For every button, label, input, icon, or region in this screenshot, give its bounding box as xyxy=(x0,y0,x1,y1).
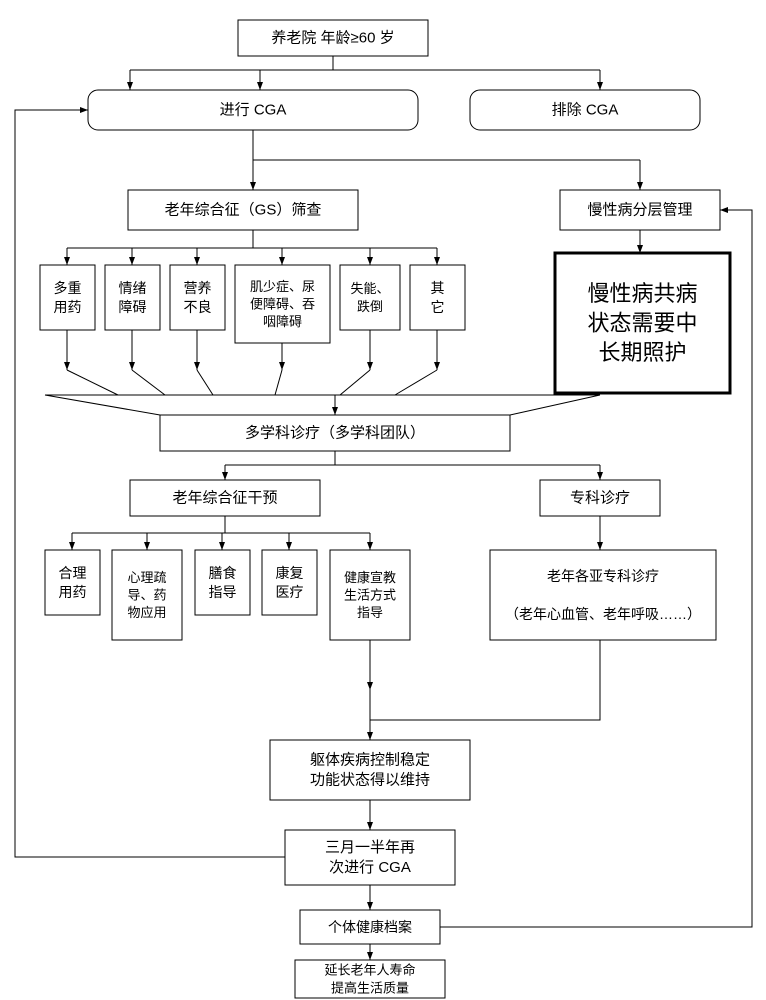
node-chronic: 慢性病分层管理 xyxy=(560,190,720,230)
node-label: 状态需要中 xyxy=(587,311,697,336)
node-label: 老年综合征干预 xyxy=(172,490,277,507)
node-label: 生活方式 xyxy=(344,588,396,603)
nodes-layer: 养老院 年龄≥60 岁进行 CGA 排除 CGA 老年综合征（GS）筛查 慢性病分层管… xyxy=(40,20,730,998)
node-label: 个体健康档案 xyxy=(328,919,412,935)
node-label: 慢性病共病 xyxy=(587,281,697,306)
node-label: 进行 CGA xyxy=(220,102,287,119)
edge xyxy=(395,370,437,395)
node-label: 指导 xyxy=(209,584,237,600)
node-gs5: 失能、跌倒 xyxy=(340,265,400,330)
node-label: 专科诊疗 xyxy=(570,490,630,507)
node-label: 医疗 xyxy=(276,584,304,600)
node-label: 营养 xyxy=(184,280,212,296)
node-label: 长期照护 xyxy=(598,340,686,365)
node-iv4: 康复医疗 xyxy=(262,550,317,615)
node-label: 老年各亚专科诊疗 xyxy=(547,568,659,584)
edge xyxy=(45,395,160,415)
node-gs2: 情绪障碍 xyxy=(105,265,160,330)
node-label: 老年综合征（GS）筛查 xyxy=(165,202,322,219)
node-label: 便障碍、吞 xyxy=(250,297,315,312)
node-label: 其 xyxy=(431,280,445,296)
node-comorbid: 慢性病共病状态需要中长期照护 xyxy=(555,253,730,393)
node-record: 个体健康档案 xyxy=(300,910,440,944)
node-stable: 躯体疾病控制稳定功能状态得以维持 xyxy=(270,740,470,800)
node-start: 养老院 年龄≥60 岁 xyxy=(238,20,428,56)
node-label: 合理 xyxy=(59,565,87,581)
node-label: 慢性病分层管理 xyxy=(587,202,692,219)
node-label: 健康宣教 xyxy=(344,570,396,585)
node-label: 咽障碍 xyxy=(263,314,302,329)
node-final: 延长老年人寿命提高生活质量 xyxy=(295,960,445,998)
node-label: 延长老年人寿命 xyxy=(324,963,415,978)
node-label: 心理疏 xyxy=(127,570,166,585)
node-label: 用药 xyxy=(59,584,87,600)
edge xyxy=(340,370,370,395)
node-label: 障碍 xyxy=(119,299,147,315)
node-iv5: 健康宣教生活方式指导 xyxy=(330,550,410,640)
node-label: 养老院 年龄≥60 岁 xyxy=(271,29,394,47)
node-label: 肌少症、尿 xyxy=(250,279,315,294)
node-label: 三月一半年再 xyxy=(325,839,415,856)
node-label: 导、药 xyxy=(127,588,166,603)
node-exclude: 排除 CGA xyxy=(470,90,700,130)
node-intervene: 老年综合征干预 xyxy=(130,480,320,516)
edge xyxy=(67,370,118,395)
node-label: 多重 xyxy=(54,280,82,296)
edge xyxy=(275,370,282,395)
node-repeat: 三月一半年再次进行 CGA xyxy=(285,830,455,885)
node-label: 次进行 CGA xyxy=(329,859,411,876)
node-label: 排除 CGA xyxy=(552,102,619,119)
node-gs1: 多重用药 xyxy=(40,265,95,330)
node-subspec: 老年各亚专科诊疗 （老年心血管、老年呼吸……） xyxy=(490,550,716,640)
node-label: 多学科诊疗（多学科团队） xyxy=(245,425,425,442)
node-gs6: 其它 xyxy=(410,265,465,330)
node-gs4: 肌少症、尿便障碍、吞咽障碍 xyxy=(235,265,330,343)
node-iv2: 心理疏导、药物应用 xyxy=(112,550,182,640)
edge xyxy=(15,110,88,160)
node-specialty: 专科诊疗 xyxy=(540,480,660,516)
edge xyxy=(132,370,165,395)
node-gs3: 营养不良 xyxy=(170,265,225,330)
node-label: 功能状态得以维持 xyxy=(310,772,430,789)
node-cga: 进行 CGA xyxy=(88,90,418,130)
node-label: 失能、 xyxy=(350,281,389,296)
node-label: 躯体疾病控制稳定 xyxy=(310,751,430,768)
node-label: 用药 xyxy=(54,299,82,315)
edge xyxy=(197,370,213,395)
edge xyxy=(510,395,600,415)
node-label: 不良 xyxy=(184,299,212,315)
node-label: 指导 xyxy=(357,605,383,620)
node-iv3: 膳食指导 xyxy=(195,550,250,615)
node-gs: 老年综合征（GS）筛查 xyxy=(128,190,358,230)
node-iv1: 合理用药 xyxy=(45,550,100,615)
node-label: 物应用 xyxy=(127,605,166,620)
node-label: 它 xyxy=(431,299,445,315)
node-label: 情绪 xyxy=(119,280,147,296)
node-label: 跌倒 xyxy=(357,299,383,314)
node-label: 康复 xyxy=(276,565,304,581)
node-label: （老年心血管、老年呼吸……） xyxy=(505,606,701,622)
node-label: 提高生活质量 xyxy=(331,980,409,995)
edge xyxy=(370,640,600,720)
node-multi: 多学科诊疗（多学科团队） xyxy=(160,415,510,451)
node-label: 膳食 xyxy=(209,565,237,581)
